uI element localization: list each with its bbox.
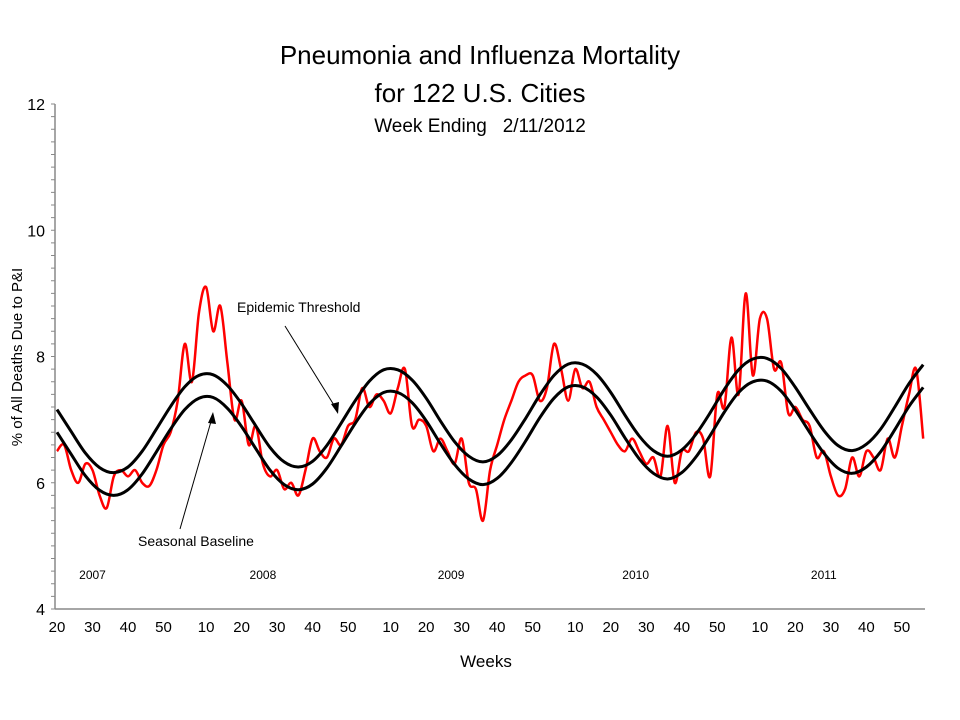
year-label: 2008 (250, 568, 277, 582)
y-tick-label: 12 (27, 97, 45, 114)
series-pi_mortality (56, 285, 925, 522)
series-epidemic_threshold (55, 355, 925, 475)
x-tick-label: 40 (489, 619, 506, 636)
x-tick-label: 10 (382, 619, 399, 636)
series-seasonal_baseline (55, 378, 925, 497)
x-tick-label: 30 (823, 619, 840, 636)
y-tick-label: 8 (36, 350, 45, 367)
y-tick-label: 6 (36, 476, 45, 493)
year-label: 2011 (811, 568, 837, 582)
x-tick-label: 30 (638, 619, 655, 636)
arrowhead-icon (208, 412, 216, 424)
x-tick-label: 30 (453, 619, 470, 636)
annotation-arrow-threshold (284, 325, 338, 411)
x-axis-label: Weeks (460, 652, 512, 671)
year-label: 2007 (79, 568, 106, 582)
x-tick-label: 50 (340, 619, 357, 636)
chart-subtitle: Week Ending 2/11/2012 (374, 116, 586, 137)
x-tick-label: 40 (304, 619, 321, 636)
chart-title-line2: for 122 U.S. Cities (374, 78, 586, 108)
x-tick-label: 50 (709, 619, 726, 636)
x-tick-label: 30 (84, 619, 101, 636)
x-tick-label: 20 (787, 619, 804, 636)
y-tick-label: 4 (36, 602, 45, 619)
x-tick-label: 20 (233, 619, 250, 636)
x-tick-label: 40 (120, 619, 137, 636)
x-tick-label: 10 (752, 619, 769, 636)
year-label: 2009 (438, 568, 465, 582)
x-tick-label: 30 (269, 619, 286, 636)
y-tick-label: 10 (27, 223, 45, 240)
axes: 4 6 8 10 12 20 30 40 50 10 20 30 40 50 10 20 30 40 50 10 20 3… (27, 97, 925, 636)
annotations: Epidemic Threshold Seasonal Baseline (138, 299, 360, 549)
x-tick-label: 10 (198, 619, 215, 636)
x-tick-label: 10 (567, 619, 584, 636)
annotation-seasonal-baseline: Seasonal Baseline (138, 533, 254, 549)
annotation-arrow-baseline (179, 417, 213, 530)
x-tick-label: 50 (155, 619, 172, 636)
chart-title: Pneumonia and Influenza Mortality (279, 40, 681, 70)
x-tick-label: 40 (673, 619, 690, 636)
y-axis-label: % of All Deaths Due to P&I (9, 268, 26, 446)
series-lines (55, 285, 925, 522)
year-label: 2010 (622, 568, 649, 582)
x-tick-label: 20 (418, 619, 435, 636)
x-tick-label: 50 (894, 619, 911, 636)
x-tick-label: 20 (49, 619, 66, 636)
arrowhead-icon (331, 402, 339, 414)
x-tick-label: 40 (858, 619, 875, 636)
annotation-epidemic-threshold: Epidemic Threshold (237, 299, 360, 315)
x-tick-label: 50 (524, 619, 541, 636)
x-tick-label: 20 (602, 619, 619, 636)
